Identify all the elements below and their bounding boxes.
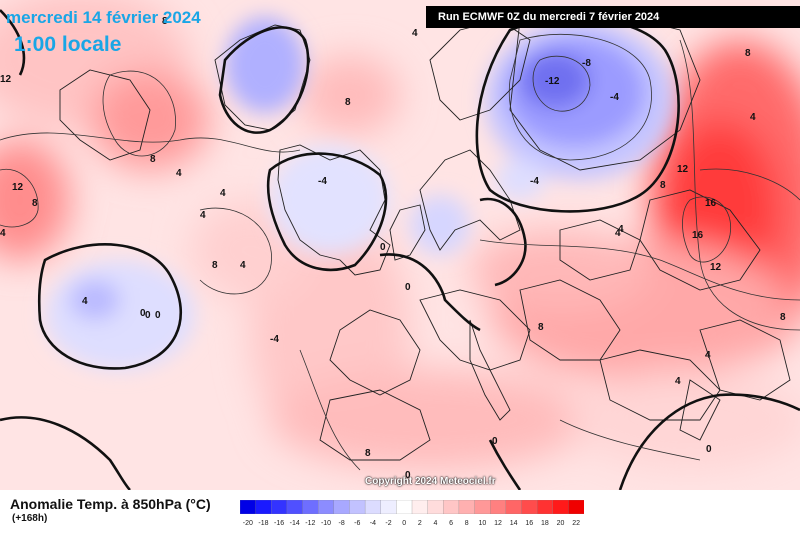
anomaly-isolines <box>0 33 800 471</box>
contour-label: 0 <box>492 436 498 447</box>
contour-label: -4 <box>530 176 539 187</box>
contour-label: 0 <box>405 470 411 481</box>
copyright-notice: Copyright 2024 Meteociel.fr <box>365 476 496 487</box>
scale-swatch <box>349 500 366 514</box>
scale-tick-label: 18 <box>541 520 549 527</box>
contour-label: 0 <box>405 282 411 293</box>
scale-tick-label: 6 <box>449 520 454 527</box>
scale-tick-label: -20 <box>242 520 253 527</box>
model-run-info: Run ECMWF 0Z du mercredi 7 février 2024 <box>426 6 800 28</box>
scale-swatch <box>286 500 304 514</box>
scale-swatch <box>380 500 398 514</box>
scale-tick-label: 22 <box>572 520 581 527</box>
contour-label: 0 <box>140 308 146 319</box>
contour-label: 4 <box>0 228 6 239</box>
scale-swatch <box>364 500 382 514</box>
contour-label: -4 <box>270 334 279 345</box>
field-name: Anomalie Temp. à 850hPa (°C) <box>10 496 211 512</box>
scale-tick-label: 4 <box>433 520 438 527</box>
scale-swatch <box>505 500 523 514</box>
contour-label: 8 <box>162 16 168 27</box>
contour-label: 16 <box>692 230 704 241</box>
scale-swatch <box>240 500 257 514</box>
contour-label: 4 <box>618 224 624 235</box>
contour-label: 8 <box>538 322 544 333</box>
scale-swatch <box>318 500 335 514</box>
scale-tick-label: -18 <box>258 520 269 527</box>
contour-label: 8 <box>212 260 218 271</box>
forecast-local-time: 1:00 locale <box>14 33 122 56</box>
color-scale-bar <box>240 500 584 514</box>
contour-label: 4 <box>412 28 418 39</box>
contour-label: 8 <box>365 448 371 459</box>
contour-label: -8 <box>582 58 591 69</box>
scale-tick-label: 8 <box>464 520 469 527</box>
scale-tick-label: -2 <box>385 520 392 527</box>
scale-tick-label: 0 <box>402 520 407 527</box>
contour-label: 12 <box>0 74 12 85</box>
scale-swatch <box>552 500 570 514</box>
scale-tick-label: -8 <box>338 520 345 527</box>
contour-label: 4 <box>82 296 88 307</box>
contour-label: 0 <box>145 310 151 321</box>
scale-tick-label: -4 <box>369 520 377 527</box>
scale-tick-label: -16 <box>274 520 285 527</box>
scale-tick-label: -14 <box>289 520 300 527</box>
scale-tick-label: 12 <box>494 520 502 527</box>
scale-swatch <box>536 500 554 514</box>
contour-label: 0 <box>706 444 712 455</box>
scale-swatch <box>302 500 319 514</box>
anomaly-field <box>0 0 800 470</box>
contour-label: 8 <box>150 154 156 165</box>
scale-tick-label: -6 <box>354 520 361 527</box>
contour-label: 0 <box>380 242 386 253</box>
contour-label: 12 <box>12 182 24 193</box>
contour-label: 12 <box>710 262 722 273</box>
contour-label: 4 <box>200 210 206 221</box>
contour-labels: 12 8 4 8 4 12 8 4 0 4 0 0 -4 0 -4 8 12 1… <box>0 16 786 481</box>
contour-label: 8 <box>345 97 351 108</box>
lead-time: (+168h) <box>12 513 48 524</box>
scale-swatch <box>271 500 288 514</box>
contour-label: 8 <box>32 198 38 209</box>
contour-label: -12 <box>545 76 560 87</box>
scale-swatch <box>333 500 351 514</box>
scale-swatch <box>443 500 460 514</box>
scale-swatch <box>427 500 444 514</box>
scale-swatch <box>490 500 507 514</box>
contour-label: 4 <box>615 228 621 239</box>
scale-swatch <box>396 500 413 514</box>
contour-label: -4 <box>610 92 619 103</box>
contour-label: 0 <box>155 310 161 321</box>
scale-tick-label: 10 <box>478 520 487 527</box>
contour-label: 8 <box>745 48 751 59</box>
legend-footer: Anomalie Temp. à 850hPa (°C) (+168h) <box>0 490 800 533</box>
scale-tick-label: 2 <box>417 520 422 527</box>
scale-swatch <box>458 500 476 514</box>
anomaly-map: 12 8 4 8 4 12 8 4 0 4 0 0 -4 0 -4 8 12 1… <box>0 0 800 490</box>
scale-tick-label: 14 <box>509 520 518 527</box>
coastlines <box>59 9 791 461</box>
scale-swatch <box>568 500 584 514</box>
contour-label: 8 <box>660 180 666 191</box>
scale-swatch <box>255 500 272 514</box>
forecast-date-title: mercredi 14 février 2024 <box>6 8 201 27</box>
scale-tick-label: 20 <box>556 520 565 527</box>
scale-swatch <box>521 500 538 514</box>
scale-tick-label: -10 <box>320 520 332 527</box>
contour-label: 4 <box>750 112 756 123</box>
contour-label: 4 <box>675 376 681 387</box>
contour-label: 12 <box>677 164 689 175</box>
contour-label: -4 <box>318 176 327 187</box>
scale-swatch <box>411 500 429 514</box>
scale-swatch <box>474 500 491 514</box>
contour-label: 4 <box>220 188 226 199</box>
contour-label: 4 <box>705 350 711 361</box>
contour-label: 4 <box>176 168 182 179</box>
contour-label: 8 <box>780 312 786 323</box>
contour-label: 16 <box>705 198 717 209</box>
scale-tick-label: -12 <box>305 520 316 527</box>
contour-label: 4 <box>240 260 246 271</box>
scale-tick-label: 16 <box>525 520 534 527</box>
